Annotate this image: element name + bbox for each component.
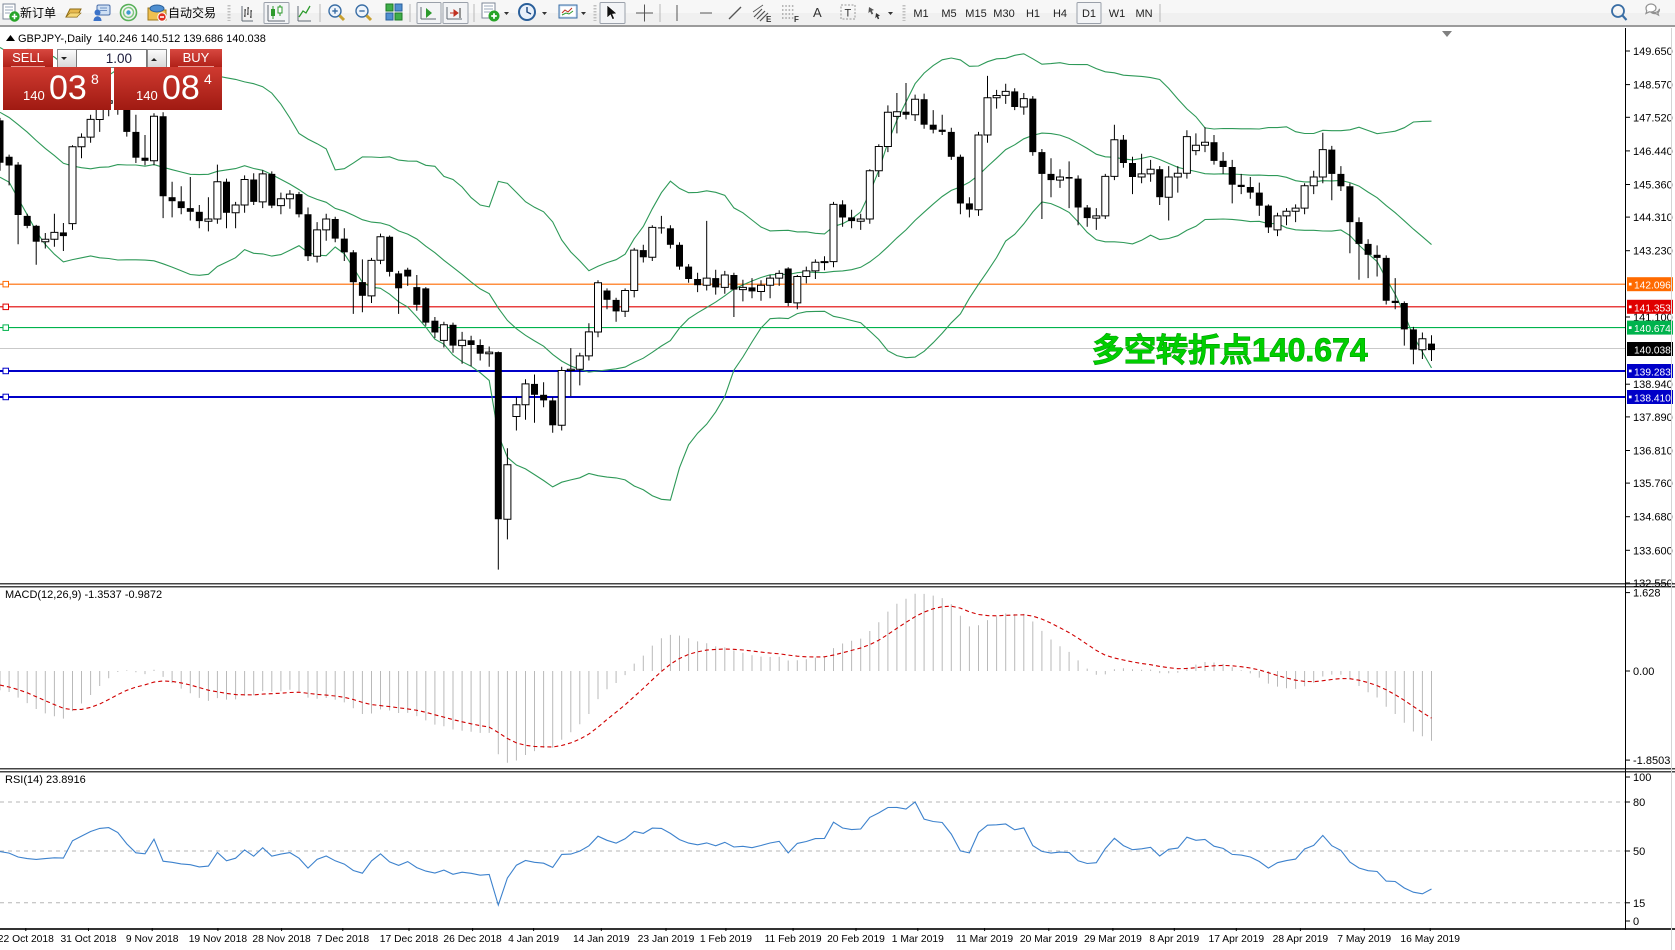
svg-text:100: 100 bbox=[1633, 772, 1651, 784]
svg-text:143.230: 143.230 bbox=[1633, 246, 1673, 258]
svg-text:146.440: 146.440 bbox=[1633, 146, 1673, 158]
svg-text:149.650: 149.650 bbox=[1633, 46, 1673, 58]
svg-text:MN: MN bbox=[1135, 8, 1152, 20]
svg-text:GBPJPY-,Daily 140.246 140.512: GBPJPY-,Daily 140.246 140.512 139.686 14… bbox=[18, 33, 266, 45]
svg-text:145.360: 145.360 bbox=[1633, 180, 1673, 192]
svg-text:多空转折点140.674: 多空转折点140.674 bbox=[1092, 332, 1368, 368]
svg-text:132.550: 132.550 bbox=[1633, 578, 1673, 590]
svg-text:140.674: 140.674 bbox=[1634, 324, 1671, 335]
svg-text:M1: M1 bbox=[913, 8, 928, 20]
svg-text:144.310: 144.310 bbox=[1633, 212, 1673, 224]
svg-text:7 Dec 2018: 7 Dec 2018 bbox=[316, 934, 369, 945]
svg-text:15: 15 bbox=[1633, 898, 1645, 910]
svg-text:11 Feb 2019: 11 Feb 2019 bbox=[765, 934, 822, 945]
svg-text:W1: W1 bbox=[1109, 8, 1126, 20]
svg-text:A: A bbox=[813, 5, 822, 20]
svg-text:23 Jan 2019: 23 Jan 2019 bbox=[638, 934, 695, 945]
svg-text:4 Jan 2019: 4 Jan 2019 bbox=[508, 934, 559, 945]
svg-text:148.570: 148.570 bbox=[1633, 80, 1673, 92]
svg-text:17 Apr 2019: 17 Apr 2019 bbox=[1209, 934, 1265, 945]
svg-text:1.628: 1.628 bbox=[1633, 588, 1661, 600]
svg-text:26 Dec 2018: 26 Dec 2018 bbox=[443, 934, 502, 945]
svg-text:19 Nov 2018: 19 Nov 2018 bbox=[189, 934, 248, 945]
svg-text:136.810: 136.810 bbox=[1633, 446, 1673, 458]
svg-text:RSI(14) 23.8916: RSI(14) 23.8916 bbox=[5, 774, 86, 786]
svg-text:22 Oct 2018: 22 Oct 2018 bbox=[0, 934, 54, 945]
svg-text:134.680: 134.680 bbox=[1633, 512, 1673, 524]
svg-text:138.940: 138.940 bbox=[1633, 379, 1673, 391]
svg-text:M15: M15 bbox=[965, 8, 986, 20]
svg-text:H1: H1 bbox=[1026, 8, 1040, 20]
svg-text:自动交易: 自动交易 bbox=[168, 5, 216, 20]
svg-text:7 May 2019: 7 May 2019 bbox=[1337, 934, 1391, 945]
svg-text:9 Nov 2018: 9 Nov 2018 bbox=[126, 934, 179, 945]
svg-text:0: 0 bbox=[1633, 916, 1639, 928]
svg-text:147.520: 147.520 bbox=[1633, 112, 1673, 124]
svg-text:11 Mar 2019: 11 Mar 2019 bbox=[956, 934, 1013, 945]
svg-text:28 Nov 2018: 28 Nov 2018 bbox=[252, 934, 311, 945]
svg-text:8 Apr 2019: 8 Apr 2019 bbox=[1149, 934, 1199, 945]
svg-text:50: 50 bbox=[1633, 846, 1645, 858]
svg-text:141.353: 141.353 bbox=[1634, 303, 1671, 314]
svg-text:1 Mar 2019: 1 Mar 2019 bbox=[892, 934, 944, 945]
svg-text:H4: H4 bbox=[1053, 8, 1067, 20]
svg-text:28 Apr 2019: 28 Apr 2019 bbox=[1273, 934, 1329, 945]
svg-text:0.00: 0.00 bbox=[1633, 666, 1654, 678]
svg-text:138.410: 138.410 bbox=[1634, 394, 1671, 405]
svg-text:135.760: 135.760 bbox=[1633, 478, 1673, 490]
svg-text:80: 80 bbox=[1633, 797, 1645, 809]
svg-text:139.283: 139.283 bbox=[1634, 368, 1671, 379]
svg-text:140.038: 140.038 bbox=[1634, 346, 1671, 357]
svg-text:M5: M5 bbox=[941, 8, 956, 20]
svg-text:F: F bbox=[794, 15, 799, 24]
svg-text:-1.8503: -1.8503 bbox=[1633, 755, 1670, 767]
svg-text:142.096: 142.096 bbox=[1634, 281, 1671, 292]
svg-text:20 Feb 2019: 20 Feb 2019 bbox=[827, 934, 885, 945]
svg-text:M30: M30 bbox=[993, 8, 1014, 20]
svg-text:D1: D1 bbox=[1082, 8, 1096, 20]
svg-text:14 Jan 2019: 14 Jan 2019 bbox=[573, 934, 630, 945]
svg-text:137.890: 137.890 bbox=[1633, 412, 1673, 424]
svg-text:31 Oct 2018: 31 Oct 2018 bbox=[60, 934, 116, 945]
svg-text:133.600: 133.600 bbox=[1633, 545, 1673, 557]
svg-text:17 Dec 2018: 17 Dec 2018 bbox=[380, 934, 439, 945]
svg-text:29 Mar 2019: 29 Mar 2019 bbox=[1084, 934, 1142, 945]
svg-text:16 May 2019: 16 May 2019 bbox=[1400, 934, 1460, 945]
svg-text:T: T bbox=[845, 8, 852, 20]
svg-text:新订单: 新订单 bbox=[20, 5, 56, 20]
svg-text:E: E bbox=[766, 15, 772, 24]
svg-text:20 Mar 2019: 20 Mar 2019 bbox=[1020, 934, 1078, 945]
svg-text:1 Feb 2019: 1 Feb 2019 bbox=[700, 934, 752, 945]
svg-text:MACD(12,26,9) -1.3537 -0.9872: MACD(12,26,9) -1.3537 -0.9872 bbox=[5, 589, 162, 601]
